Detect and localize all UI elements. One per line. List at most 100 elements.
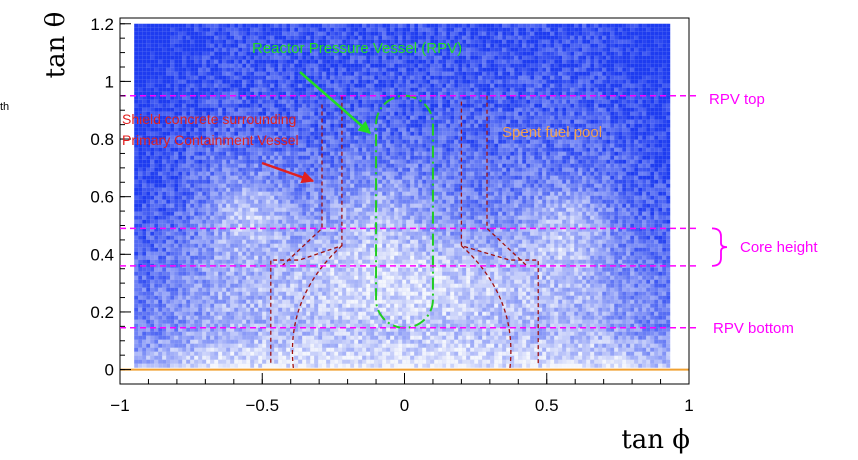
heatmap-cell (222, 275, 227, 280)
heatmap-cell (246, 243, 251, 248)
heatmap-cell (182, 107, 187, 112)
heatmap-cell (318, 147, 323, 152)
heatmap-cell (166, 79, 171, 84)
heatmap-cell (258, 283, 263, 288)
heatmap-cell (334, 303, 339, 308)
heatmap-cell (362, 35, 367, 40)
heatmap-cell (342, 323, 347, 328)
heatmap-cell (322, 75, 327, 80)
heatmap-cell (266, 291, 271, 296)
heatmap-cell (354, 139, 359, 144)
heatmap-cell (334, 99, 339, 104)
heatmap-cell (138, 123, 143, 128)
heatmap-cell (142, 343, 147, 348)
heatmap-cell (250, 67, 255, 72)
heatmap-cell (246, 207, 251, 212)
heatmap-cell (222, 39, 227, 44)
heatmap-cell (150, 303, 155, 308)
heatmap-cell (194, 47, 199, 52)
heatmap-cell (270, 271, 275, 276)
heatmap-cell (334, 123, 339, 128)
heatmap-cell (326, 251, 331, 256)
heatmap-cell (338, 47, 343, 52)
heatmap-cell (326, 347, 331, 352)
heatmap-cell (250, 355, 255, 360)
heatmap-cell (266, 99, 271, 104)
heatmap-cell (234, 175, 239, 180)
heatmap-cell (210, 363, 215, 368)
heatmap-cell (146, 315, 151, 320)
heatmap-cell (142, 151, 147, 156)
heatmap-cell (258, 307, 263, 312)
heatmap-cell (206, 347, 211, 352)
heatmap-cell (286, 183, 291, 188)
heatmap-cell (198, 127, 203, 132)
heatmap-cell (134, 95, 139, 100)
heatmap-cell (290, 91, 295, 96)
heatmap-cell (206, 155, 211, 160)
heatmap-cell (210, 175, 215, 180)
heatmap-cell (294, 259, 299, 264)
heatmap-cell (266, 147, 271, 152)
heatmap-cell (330, 359, 335, 364)
heatmap-cell (354, 187, 359, 192)
heatmap-cell (290, 151, 295, 156)
heatmap-cell (150, 195, 155, 200)
heatmap-cell (258, 159, 263, 164)
heatmap-cell (246, 119, 251, 124)
heatmap-cell (222, 171, 227, 176)
heatmap-cell (178, 139, 183, 144)
heatmap-cell (330, 23, 335, 28)
heatmap-cell (358, 171, 363, 176)
heatmap-cell (202, 99, 207, 104)
heatmap-cell (146, 227, 151, 232)
heatmap-cell (162, 59, 167, 64)
heatmap-cell (354, 227, 359, 232)
heatmap-cell (178, 307, 183, 312)
heatmap-cell (214, 283, 219, 288)
heatmap-cell (326, 71, 331, 76)
heatmap-cell (290, 43, 295, 48)
heatmap-cell (286, 107, 291, 112)
heatmap-cell (354, 27, 359, 32)
heatmap-cell (298, 107, 303, 112)
heatmap-cell (262, 211, 267, 216)
heatmap-cell (306, 111, 311, 116)
heatmap-cell (262, 315, 267, 320)
heatmap-cell (146, 307, 151, 312)
heatmap-cell (254, 151, 259, 156)
heatmap-cell (166, 171, 171, 176)
heatmap-cell (202, 151, 207, 156)
heatmap-cell (342, 51, 347, 56)
heatmap-cell (202, 211, 207, 216)
heatmap-cell (298, 79, 303, 84)
heatmap-cell (350, 211, 355, 216)
heatmap-cell (266, 143, 271, 148)
heatmap-cell (282, 143, 287, 148)
heatmap-cell (158, 211, 163, 216)
heatmap-cell (158, 327, 163, 332)
heatmap-cell (298, 159, 303, 164)
heatmap-cell (178, 239, 183, 244)
heatmap-cell (134, 335, 139, 340)
heatmap-cell (266, 155, 271, 160)
heatmap-cell (138, 83, 143, 88)
heatmap-cell (270, 363, 275, 368)
heatmap-cell (358, 315, 363, 320)
heatmap-cell (214, 111, 219, 116)
heatmap-cell (210, 323, 215, 328)
heatmap-cell (302, 195, 307, 200)
heatmap-cell (298, 311, 303, 316)
heatmap-cell (230, 99, 235, 104)
heatmap-cell (286, 155, 291, 160)
heatmap-cell (150, 283, 155, 288)
heatmap-cell (138, 199, 143, 204)
heatmap-cell (162, 235, 167, 240)
heatmap-cell (342, 259, 347, 264)
heatmap-cell (274, 183, 279, 188)
heatmap-cell (358, 139, 363, 144)
heatmap-cell (174, 111, 179, 116)
heatmap-cell (330, 275, 335, 280)
heatmap-cell (350, 239, 355, 244)
heatmap-cell (234, 231, 239, 236)
